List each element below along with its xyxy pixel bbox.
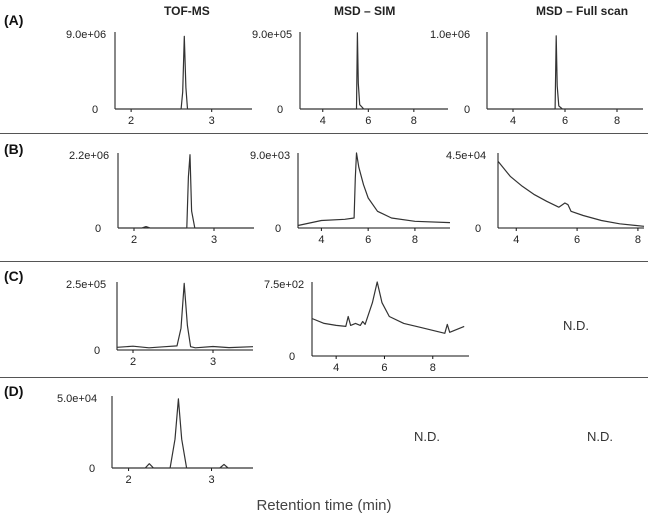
row-label-b: (B) [4, 141, 24, 157]
x-tick-label-a-full: 6 [562, 115, 568, 127]
y-zero-label-a-full: 0 [464, 104, 470, 116]
y-max-label-a-sim: 9.0e+05 [252, 29, 292, 41]
row-label-d: (D) [4, 383, 24, 399]
x-tick-label-b-full: 4 [513, 234, 519, 246]
x-tick-label-c-tof: 3 [210, 356, 216, 368]
x-tick-label-a-tof: 2 [128, 115, 134, 127]
not-detected-c-full-scan: N.D. [563, 318, 589, 333]
y-zero-label-c-tof: 0 [94, 345, 100, 357]
not-detected-d-sim: N.D. [414, 429, 440, 444]
y-zero-label-b-sim: 0 [275, 223, 281, 235]
column-header-msd-sim: MSD – SIM [334, 4, 396, 18]
x-tick-label-a-full: 4 [510, 115, 516, 127]
x-tick-label-c-sim: 6 [381, 362, 387, 374]
chromatogram-trace-c-tof [116, 282, 254, 349]
y-zero-label-b-tof: 0 [95, 223, 101, 235]
y-zero-label-b-full: 0 [475, 223, 481, 235]
y-max-label-a-full: 1.0e+06 [430, 29, 470, 41]
y-max-label-a-tof: 9.0e+06 [66, 29, 106, 41]
y-max-label-b-tof: 2.2e+06 [69, 150, 109, 162]
not-detected-d-full-scan: N.D. [587, 429, 613, 444]
row-separator [0, 377, 648, 378]
x-tick-label-c-sim: 8 [430, 362, 436, 374]
y-zero-label-d-tof: 0 [89, 463, 95, 475]
x-tick-label-d-tof: 2 [126, 474, 132, 486]
y-zero-label-c-sim: 0 [289, 351, 295, 363]
row-separator [0, 261, 648, 262]
y-max-label-c-tof: 2.5e+05 [66, 279, 106, 291]
x-tick-label-a-tof: 3 [209, 115, 215, 127]
x-axis-label: Retention time (min) [256, 497, 392, 514]
chromatogram-trace-a-full [487, 35, 643, 110]
x-tick-label-a-full: 8 [614, 115, 620, 127]
x-tick-label-a-sim: 4 [320, 115, 326, 127]
row-label-a: (A) [4, 12, 24, 28]
column-header-msd-full-scan: MSD – Full scan [536, 4, 629, 18]
x-tick-label-b-sim: 8 [412, 234, 418, 246]
x-tick-label-b-full: 6 [574, 234, 580, 246]
y-max-label-d-tof: 5.0e+04 [57, 393, 97, 405]
x-tick-label-c-tof: 2 [130, 356, 136, 368]
row-label-c: (C) [4, 268, 24, 284]
x-tick-label-b-sim: 6 [365, 234, 371, 246]
chromatogram-trace-b-sim [297, 152, 451, 227]
chromatogram-trace-d-tof [112, 398, 253, 469]
row-separator [0, 133, 648, 134]
chromatogram-trace-b-tof [118, 154, 254, 229]
y-zero-label-a-tof: 0 [92, 104, 98, 116]
y-max-label-b-full: 4.5e+04 [446, 150, 486, 162]
x-tick-label-b-tof: 3 [211, 234, 217, 246]
column-header-tof-ms: TOF-MS [164, 4, 210, 18]
chromatogram-trace-b-full [497, 160, 645, 227]
x-tick-label-c-sim: 4 [333, 362, 339, 374]
chromatogram-trace-c-sim [311, 281, 465, 334]
chromatogram-trace-a-sim [300, 32, 448, 110]
y-max-label-c-sim: 7.5e+02 [264, 279, 304, 291]
x-tick-label-a-sim: 8 [411, 115, 417, 127]
y-max-label-b-sim: 9.0e+03 [250, 150, 290, 162]
x-tick-label-b-full: 8 [635, 234, 641, 246]
x-tick-label-b-sim: 4 [318, 234, 324, 246]
x-tick-label-b-tof: 2 [131, 234, 137, 246]
x-tick-label-d-tof: 3 [208, 474, 214, 486]
x-tick-label-a-sim: 6 [365, 115, 371, 127]
y-zero-label-a-sim: 0 [277, 104, 283, 116]
chromatogram-trace-a-tof [115, 35, 252, 110]
